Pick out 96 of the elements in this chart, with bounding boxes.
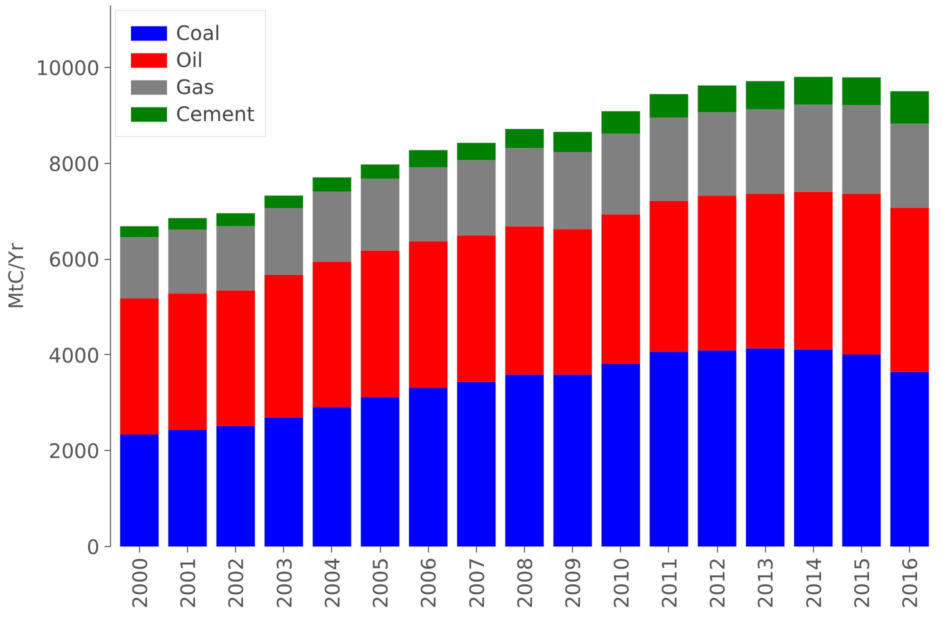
bar [842, 77, 881, 106]
bar [408, 150, 448, 168]
bar [746, 109, 784, 194]
x-tick-label: 2002 [224, 557, 248, 608]
x-tick-label: 2010 [609, 557, 634, 608]
bar [650, 200, 688, 352]
bar [120, 226, 159, 238]
x-tick-label: 2003 [272, 557, 296, 608]
bar [168, 230, 207, 294]
legend-label: Oil [176, 48, 203, 72]
bar [553, 374, 592, 546]
bar [505, 226, 544, 375]
y-tick-label: 0 [86, 535, 100, 559]
bar [457, 235, 496, 382]
y-tick-label: 4000 [48, 343, 100, 368]
bar [650, 352, 688, 546]
bar [457, 142, 496, 160]
bar [457, 382, 496, 546]
bar [698, 112, 736, 196]
bar [602, 214, 640, 364]
bar [746, 194, 784, 348]
y-tick-label: 6000 [48, 248, 100, 272]
x-tick-label: 2015 [850, 557, 874, 608]
bar [216, 426, 255, 546]
x-tick-label: 2009 [561, 557, 586, 608]
bar [505, 129, 544, 148]
x-tick-label: 2006 [416, 557, 441, 608]
bar [553, 152, 592, 230]
bar [890, 208, 929, 372]
bar [216, 226, 255, 290]
bar [602, 111, 640, 134]
x-tick-label: 2016 [898, 557, 922, 608]
bar [890, 124, 929, 208]
bar [264, 196, 304, 208]
x-tick-label: 2001 [176, 557, 200, 608]
bar [794, 104, 833, 192]
bar [216, 213, 255, 226]
bar [120, 237, 159, 298]
bar [794, 192, 833, 350]
bar [698, 85, 736, 112]
bar [602, 364, 640, 546]
legend-label: Gas [176, 75, 214, 99]
x-tick-label: 2013 [754, 557, 778, 608]
legend-label: Coal [176, 21, 220, 45]
bar [168, 218, 207, 230]
bar [360, 250, 400, 398]
bar [890, 372, 929, 546]
bar [650, 118, 688, 201]
y-axis-title: MtC/Yr [4, 242, 28, 310]
bar [312, 407, 352, 546]
bar [457, 160, 496, 236]
bar [794, 349, 833, 546]
bar [360, 397, 400, 546]
y-tick-label: 2000 [48, 439, 100, 464]
x-tick-label: 2014 [802, 557, 826, 608]
bar [264, 275, 304, 418]
bar [650, 94, 688, 118]
bar [553, 132, 592, 152]
x-tick-label: 2004 [320, 557, 344, 608]
bar [120, 298, 159, 434]
x-tick-label: 2005 [368, 557, 393, 608]
bar [408, 167, 448, 242]
bar [505, 148, 544, 226]
bar [746, 81, 784, 110]
bar [312, 192, 352, 262]
bar [746, 348, 784, 546]
bar [312, 262, 352, 408]
bar [698, 350, 736, 546]
bar [602, 134, 640, 214]
bar [794, 76, 833, 105]
bar [408, 388, 448, 546]
x-tick-label: 2011 [657, 557, 682, 608]
bar [168, 430, 207, 546]
legend-label: Cement [176, 102, 255, 126]
bar [312, 177, 352, 192]
x-tick-label: 2007 [464, 557, 489, 608]
bar [168, 293, 207, 430]
bar [842, 354, 881, 546]
x-tick-label: 2000 [128, 557, 152, 608]
bar [264, 417, 304, 546]
y-tick-label: 10000 [36, 56, 100, 80]
bar [698, 196, 736, 350]
bar [842, 194, 881, 355]
x-tick-label: 2012 [706, 557, 730, 608]
bar [216, 290, 255, 426]
y-tick-label: 8000 [48, 152, 100, 176]
bar [360, 178, 400, 251]
bar [264, 208, 304, 276]
bar [360, 164, 400, 179]
bar [890, 91, 929, 124]
x-tick-label: 2008 [513, 557, 537, 608]
bar [120, 434, 159, 546]
bar [842, 105, 881, 194]
bar [408, 242, 448, 388]
bar [553, 229, 592, 375]
bar [505, 374, 544, 546]
